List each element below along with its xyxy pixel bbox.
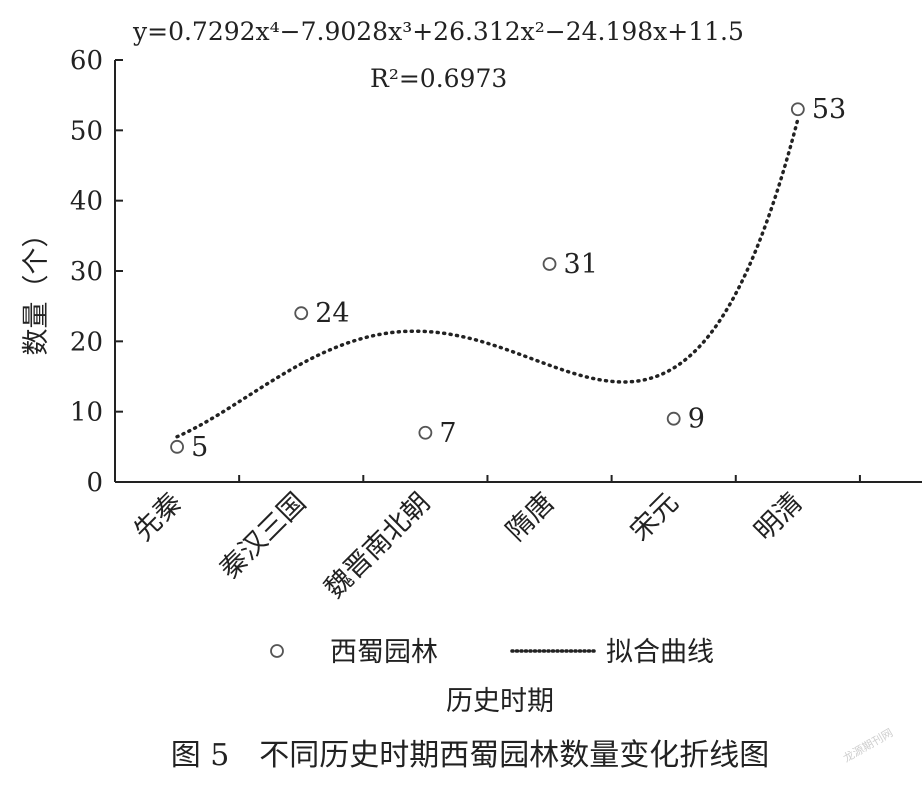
fit-equation: y=0.7292x⁴−7.9028x³+26.312x²−24.198x+11.… bbox=[132, 17, 744, 46]
legend-label-fit: 拟合曲线 bbox=[606, 637, 714, 668]
x-tick-label: 魏晋南北朝 bbox=[319, 487, 436, 604]
data-label: 53 bbox=[812, 94, 846, 125]
x-tick-label: 秦汉三国 bbox=[214, 487, 312, 585]
y-tick-label: 40 bbox=[70, 187, 103, 217]
x-tick-label: 明清 bbox=[749, 487, 809, 547]
data-label: 24 bbox=[315, 298, 349, 329]
data-label: 5 bbox=[191, 432, 208, 463]
fit-curve-line bbox=[175, 117, 800, 439]
data-point bbox=[294, 306, 309, 321]
y-tick-label: 30 bbox=[70, 257, 103, 287]
y-tick-label: 10 bbox=[70, 398, 103, 428]
y-tick-label: 60 bbox=[70, 46, 103, 76]
y-tick-label: 20 bbox=[70, 327, 103, 357]
x-tick-label: 宋元 bbox=[625, 487, 685, 547]
legend-marker-scatter bbox=[270, 644, 284, 658]
data-point bbox=[170, 439, 184, 454]
data-point bbox=[418, 425, 433, 440]
legend-label-scatter: 西蜀园林 bbox=[330, 637, 438, 668]
x-tick-label: 先秦 bbox=[128, 487, 188, 547]
x-tick-label: 隋唐 bbox=[500, 487, 560, 547]
data-label: 7 bbox=[439, 418, 456, 449]
data-label: 9 bbox=[688, 404, 705, 435]
data-point bbox=[666, 411, 681, 426]
data-label: 31 bbox=[564, 249, 598, 280]
data-point bbox=[542, 257, 557, 271]
y-tick-label: 0 bbox=[86, 468, 103, 498]
y-axis-label: 数量（个） bbox=[21, 221, 52, 356]
data-point bbox=[790, 102, 805, 117]
legend: 西蜀园林 拟合曲线 bbox=[270, 637, 714, 668]
figure-caption: 图 5 不同历史时期西蜀园林数量变化折线图 bbox=[171, 738, 770, 773]
x-axis-label: 历史时期 bbox=[446, 686, 554, 717]
data-points: 5 24 7 31 9 53 bbox=[170, 94, 846, 463]
fit-curve bbox=[175, 117, 800, 439]
r-squared: R²=0.6973 bbox=[370, 64, 507, 93]
y-tick-label: 50 bbox=[70, 116, 103, 146]
